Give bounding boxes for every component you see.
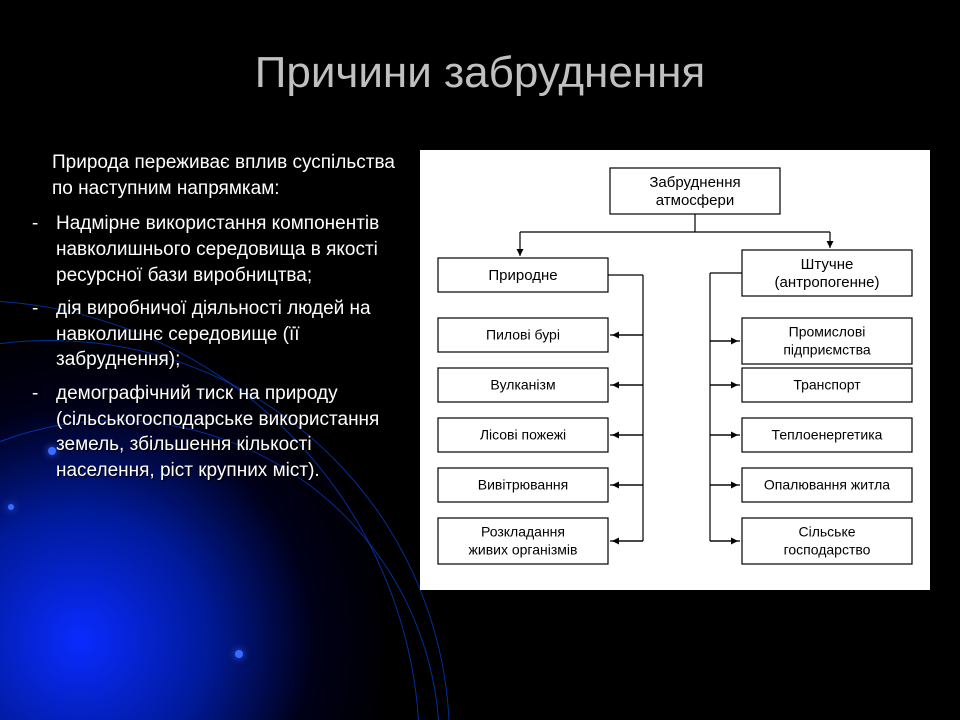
svg-text:Розкладання: Розкладання — [481, 524, 565, 540]
svg-text:Вулканізм: Вулканізм — [490, 377, 555, 393]
list-item: дія виробничої діяльності людей на навко… — [28, 296, 408, 373]
svg-text:Опалювання житла: Опалювання житла — [764, 477, 890, 493]
svg-text:Штучне: Штучне — [801, 256, 854, 273]
slide-title: Причини забруднення — [0, 48, 960, 98]
svg-text:підприємства: підприємства — [783, 342, 871, 358]
bullet-list: Надмірне використання компонентів навкол… — [28, 211, 408, 483]
svg-text:господарство: господарство — [784, 542, 871, 558]
svg-text:Пилові бурі: Пилові бурі — [486, 327, 560, 343]
pollution-diagram: Забрудненняатмосфери Природне Штучне(антро… — [420, 150, 930, 590]
svg-text:Транспорт: Транспорт — [793, 377, 861, 393]
svg-text:Лісові пожежі: Лісові пожежі — [480, 427, 566, 443]
svg-text:Промислові: Промислові — [789, 324, 866, 340]
intro-paragraph: Природа переживає вплив суспільства по н… — [52, 150, 408, 201]
list-item: Надмірне використання компонентів навкол… — [28, 211, 408, 288]
svg-text:Вивітрювання: Вивітрювання — [478, 477, 569, 493]
svg-text:атмосфери: атмосфери — [656, 192, 734, 209]
svg-text:Забруднення: Забруднення — [649, 174, 740, 191]
svg-text:Теплоенергетика: Теплоенергетика — [772, 427, 883, 443]
svg-text:(антропогенне): (антропогенне) — [774, 274, 879, 291]
svg-text:Природне: Природне — [488, 267, 557, 284]
text-column: Природа переживає вплив суспільства по н… — [28, 150, 408, 492]
svg-text:живих організмів: живих організмів — [469, 542, 578, 558]
list-item: демографічний тиск на природу (сільськог… — [28, 381, 408, 484]
svg-text:Сільське: Сільське — [798, 524, 855, 540]
decorative-dot — [8, 504, 14, 510]
decorative-dot — [235, 650, 243, 658]
diagram-svg: Забрудненняатмосфери Природне Штучне(антро… — [420, 150, 930, 590]
